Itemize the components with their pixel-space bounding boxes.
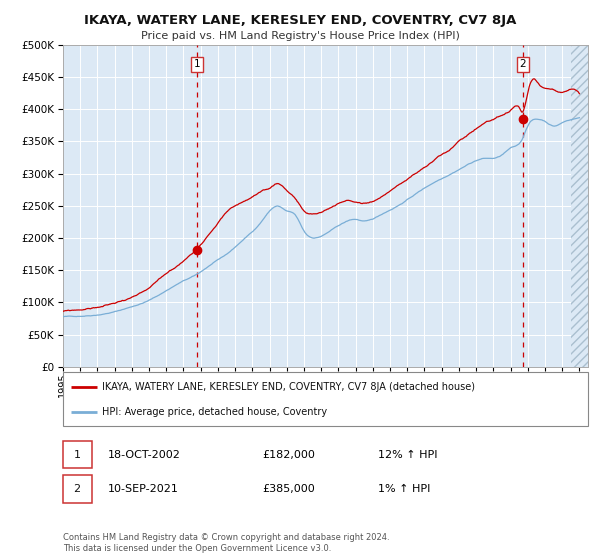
Text: 1: 1 (74, 450, 80, 460)
Text: IKAYA, WATERY LANE, KERESLEY END, COVENTRY, CV7 8JA (detached house): IKAYA, WATERY LANE, KERESLEY END, COVENT… (103, 382, 475, 393)
Text: 18-OCT-2002: 18-OCT-2002 (107, 450, 181, 460)
Text: 2: 2 (74, 484, 81, 494)
Text: HPI: Average price, detached house, Coventry: HPI: Average price, detached house, Cove… (103, 407, 328, 417)
Text: 1: 1 (194, 59, 200, 69)
Bar (571, 45, 588, 367)
Bar (63, 475, 92, 503)
Text: 2: 2 (519, 59, 526, 69)
Text: £182,000: £182,000 (263, 450, 316, 460)
Text: 10-SEP-2021: 10-SEP-2021 (107, 484, 179, 494)
Text: Contains HM Land Registry data © Crown copyright and database right 2024.
This d: Contains HM Land Registry data © Crown c… (63, 533, 389, 553)
Text: Price paid vs. HM Land Registry's House Price Index (HPI): Price paid vs. HM Land Registry's House … (140, 31, 460, 41)
Text: IKAYA, WATERY LANE, KERESLEY END, COVENTRY, CV7 8JA: IKAYA, WATERY LANE, KERESLEY END, COVENT… (84, 14, 516, 27)
Text: 12% ↑ HPI: 12% ↑ HPI (378, 450, 437, 460)
Text: 1% ↑ HPI: 1% ↑ HPI (378, 484, 430, 494)
Bar (63, 441, 92, 468)
Text: £385,000: £385,000 (263, 484, 315, 494)
